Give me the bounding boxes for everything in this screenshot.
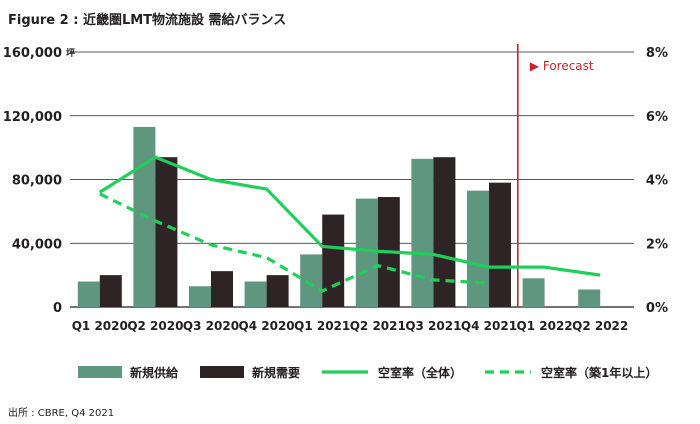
axes: 160,000 120,000 80,000 40,000 0 8% 6% 4% 2% 0% 坪 Q1… <box>3 46 668 333</box>
y-left-unit-label: 坪 <box>66 47 75 59</box>
x-tick-label: Q2 2020 <box>127 319 183 333</box>
bar-supply <box>355 198 378 307</box>
y-right-tick-label: 6% <box>646 110 668 125</box>
legend-vacancy-1yr-label: 空室率（築1年以上） <box>541 365 657 380</box>
x-tick-label: Q1 2022 <box>517 319 573 333</box>
bars <box>77 126 601 307</box>
x-tick-label: Q3 2020 <box>183 319 239 333</box>
source-note: 出所 : CBRE, Q4 2021 <box>8 408 115 419</box>
y-right-tick-label: 8% <box>646 46 668 61</box>
bar-supply <box>467 190 489 307</box>
bar-supply <box>522 278 545 307</box>
bar-demand <box>99 275 122 307</box>
forecast-label: ▶ Forecast <box>530 59 594 73</box>
bar-demand <box>433 157 456 307</box>
x-tick-label: Q2 2021 <box>350 319 406 333</box>
y-left-tick-label: 120,000 <box>3 110 62 125</box>
bar-supply <box>77 281 100 307</box>
chart-title: Figure 2 : 近畿圏LMT物流施設 需給バランス <box>8 13 287 28</box>
line-vacancy-all <box>98 155 601 277</box>
vacancy-lines <box>98 155 601 293</box>
bar-supply <box>244 281 267 307</box>
legend-demand-label: 新規需要 <box>252 365 300 380</box>
y-left-tick-label: 40,000 <box>12 237 62 252</box>
bar-supply <box>189 286 211 307</box>
x-tick-label: Q4 2020 <box>239 319 295 333</box>
bar-supply <box>411 158 434 307</box>
y-right-tick-label: 2% <box>646 237 668 252</box>
bar-demand <box>266 275 289 307</box>
bar-demand <box>155 157 178 307</box>
legend-supply-swatch <box>78 366 122 378</box>
x-tick-label: Q1 2020 <box>72 319 128 333</box>
legend: 新規供給 新規需要 空室率（全体） 空室率（築1年以上） <box>78 365 657 380</box>
y-right-tick-label: 0% <box>646 301 668 316</box>
x-tick-label: Q2 2022 <box>572 319 628 333</box>
x-tick-label: Q3 2021 <box>405 319 461 333</box>
y-right-tick-label: 4% <box>646 174 668 189</box>
x-tick-label: Q4 2021 <box>461 319 517 333</box>
bar-demand <box>489 182 511 307</box>
legend-vacancy-all-label: 空室率（全体） <box>378 365 462 380</box>
bar-supply <box>300 254 323 307</box>
bar-demand <box>211 271 233 307</box>
y-left-tick-label: 0 <box>53 301 62 316</box>
bar-demand <box>322 214 345 307</box>
legend-demand-swatch <box>200 366 244 378</box>
x-tick-label: Q1 2021 <box>294 319 350 333</box>
y-left-tick-label: 80,000 <box>12 174 62 189</box>
legend-supply-label: 新規供給 <box>130 365 179 380</box>
line-vacancy-1yr <box>99 192 490 293</box>
y-left-tick-label: 160,000 <box>3 46 62 61</box>
bar-supply <box>578 289 601 307</box>
forecast-marker: ▶ Forecast <box>516 44 594 307</box>
